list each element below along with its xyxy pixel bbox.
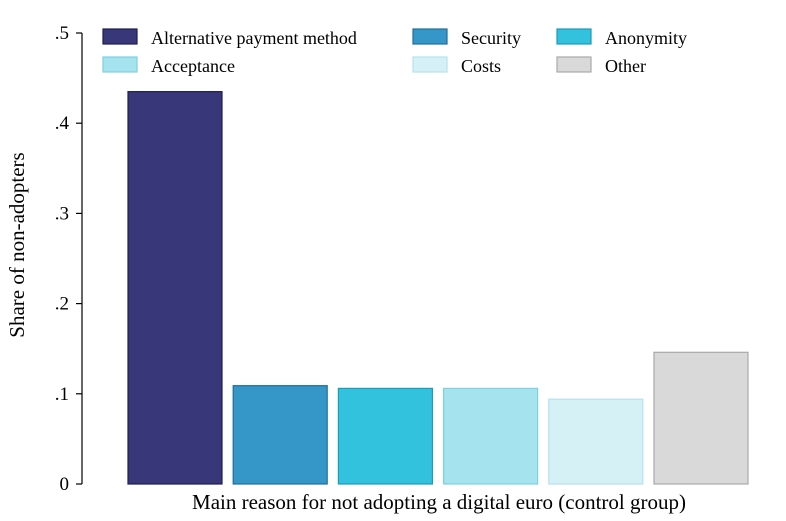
x-axis-label: Main reason for not adopting a digital e… — [192, 490, 686, 514]
legend-label: Security — [461, 28, 521, 48]
bar-acceptance — [443, 387, 539, 485]
bars — [127, 91, 749, 485]
bar-security — [232, 385, 328, 485]
legend: Alternative payment method Security Anonym… — [102, 28, 687, 76]
legend-swatch — [412, 28, 448, 45]
legend-label: Costs — [461, 56, 501, 76]
legend-item: Security — [412, 28, 521, 48]
legend-item: Anonymity — [556, 28, 687, 48]
legend-swatch — [102, 56, 138, 73]
legend-swatch — [556, 56, 592, 73]
legend-label: Other — [605, 56, 646, 76]
legend-item: Costs — [412, 56, 501, 76]
y-tick-label: .4 — [55, 113, 70, 134]
legend-swatch — [102, 28, 138, 45]
y-axis: 0 .1 .2 .3 .4 .5 — [55, 23, 83, 495]
bar-alternative-payment-method — [127, 91, 223, 485]
y-axis-label: Share of non-adopters — [5, 152, 29, 337]
legend-item: Acceptance — [102, 56, 235, 76]
legend-item: Other — [556, 56, 646, 76]
y-tick-label: .3 — [55, 203, 69, 224]
bar-other — [653, 351, 749, 485]
legend-label: Alternative payment method — [151, 28, 357, 48]
legend-label: Anonymity — [605, 28, 687, 48]
y-tick-label: 0 — [60, 474, 70, 495]
bar-costs — [548, 398, 644, 485]
legend-swatch — [412, 56, 448, 73]
y-tick-label: .5 — [55, 23, 69, 44]
bar-anonymity — [337, 387, 433, 485]
y-tick-label: .1 — [55, 384, 69, 405]
legend-label: Acceptance — [151, 56, 235, 76]
y-tick-label: .2 — [55, 294, 69, 315]
legend-swatch — [556, 28, 592, 45]
legend-item: Alternative payment method — [102, 28, 357, 48]
